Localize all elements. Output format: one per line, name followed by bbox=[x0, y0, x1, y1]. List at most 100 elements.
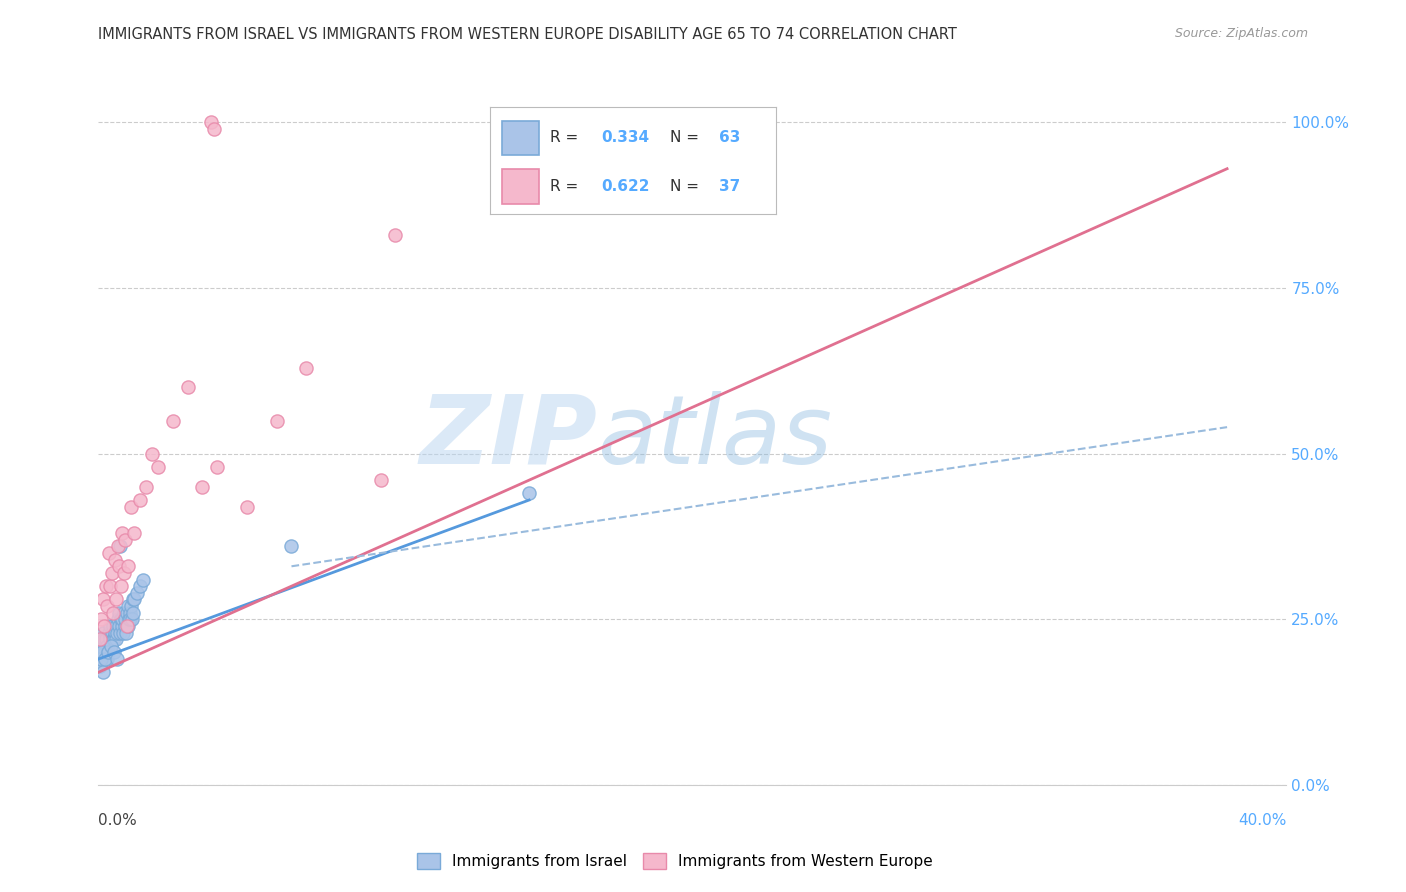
Point bbox=[111, 526, 134, 541]
Point bbox=[94, 645, 117, 659]
Point bbox=[90, 612, 112, 626]
Point bbox=[114, 625, 136, 640]
Point bbox=[202, 122, 225, 136]
Point bbox=[110, 619, 132, 633]
Point bbox=[115, 606, 138, 620]
Point bbox=[121, 612, 143, 626]
Point bbox=[132, 573, 155, 587]
Point bbox=[93, 619, 115, 633]
Point bbox=[120, 612, 142, 626]
Point bbox=[129, 493, 152, 508]
Point bbox=[104, 552, 127, 566]
Point bbox=[96, 652, 118, 666]
Point bbox=[122, 606, 145, 620]
Point bbox=[112, 606, 135, 620]
Point bbox=[93, 632, 115, 647]
Point bbox=[89, 632, 111, 647]
Point bbox=[91, 645, 114, 659]
Text: IMMIGRANTS FROM ISRAEL VS IMMIGRANTS FROM WESTERN EUROPE DISABILITY AGE 65 TO 74: IMMIGRANTS FROM ISRAEL VS IMMIGRANTS FRO… bbox=[98, 27, 957, 42]
Point bbox=[118, 612, 141, 626]
Point bbox=[104, 632, 127, 647]
Point bbox=[96, 639, 118, 653]
Point bbox=[103, 632, 125, 647]
Point bbox=[103, 619, 125, 633]
Point bbox=[91, 652, 114, 666]
Text: 0.0%: 0.0% bbox=[98, 814, 138, 828]
Point bbox=[103, 645, 125, 659]
Point bbox=[104, 625, 127, 640]
Point bbox=[107, 540, 129, 554]
Point bbox=[90, 645, 112, 659]
Point bbox=[105, 592, 128, 607]
Point bbox=[97, 645, 120, 659]
Point bbox=[266, 413, 288, 427]
Point bbox=[89, 652, 111, 666]
Point bbox=[114, 533, 136, 547]
Point bbox=[280, 540, 302, 554]
Point bbox=[122, 592, 145, 607]
Point bbox=[89, 658, 111, 673]
Point bbox=[97, 645, 120, 659]
Point bbox=[384, 227, 406, 242]
Point bbox=[101, 632, 124, 647]
Point bbox=[108, 625, 131, 640]
Text: Source: ZipAtlas.com: Source: ZipAtlas.com bbox=[1174, 27, 1308, 40]
Point bbox=[176, 380, 198, 394]
Point bbox=[162, 413, 184, 427]
Point bbox=[118, 606, 141, 620]
Point bbox=[111, 612, 134, 626]
Point bbox=[135, 480, 157, 494]
Point bbox=[93, 665, 115, 680]
Point bbox=[90, 639, 112, 653]
Point bbox=[105, 625, 128, 640]
Text: atlas: atlas bbox=[598, 391, 832, 483]
Point bbox=[100, 639, 122, 653]
Point bbox=[94, 632, 117, 647]
Point bbox=[129, 579, 152, 593]
Point bbox=[101, 566, 124, 580]
Point bbox=[121, 592, 143, 607]
Point bbox=[108, 540, 131, 554]
Point bbox=[110, 579, 132, 593]
Point bbox=[101, 625, 124, 640]
Point bbox=[117, 619, 139, 633]
Point bbox=[107, 612, 129, 626]
Point bbox=[97, 625, 120, 640]
Point bbox=[94, 652, 117, 666]
Point bbox=[120, 599, 142, 613]
Point bbox=[112, 566, 135, 580]
Point bbox=[200, 115, 222, 129]
Legend: Immigrants from Israel, Immigrants from Western Europe: Immigrants from Israel, Immigrants from … bbox=[411, 847, 939, 875]
Point bbox=[98, 632, 121, 647]
Point bbox=[91, 592, 114, 607]
Point bbox=[94, 579, 117, 593]
Point bbox=[100, 639, 122, 653]
Point bbox=[117, 559, 139, 574]
Point bbox=[107, 619, 129, 633]
Point bbox=[517, 486, 540, 500]
Point bbox=[370, 473, 392, 487]
Point bbox=[90, 652, 112, 666]
Text: 40.0%: 40.0% bbox=[1239, 814, 1286, 828]
Point bbox=[103, 606, 125, 620]
Point bbox=[97, 546, 120, 560]
Point bbox=[114, 612, 136, 626]
Point bbox=[96, 599, 118, 613]
Point bbox=[120, 500, 142, 514]
Point bbox=[91, 625, 114, 640]
Point bbox=[236, 500, 259, 514]
Point bbox=[89, 632, 111, 647]
Point bbox=[105, 652, 128, 666]
Point bbox=[207, 459, 229, 474]
Text: ZIP: ZIP bbox=[419, 391, 598, 483]
Point bbox=[98, 579, 121, 593]
Point bbox=[105, 619, 128, 633]
Point bbox=[98, 619, 121, 633]
Point bbox=[115, 619, 138, 633]
Point bbox=[122, 526, 145, 541]
Point bbox=[108, 606, 131, 620]
Point bbox=[125, 586, 148, 600]
Point bbox=[110, 612, 132, 626]
Point bbox=[141, 447, 163, 461]
Point bbox=[111, 625, 134, 640]
